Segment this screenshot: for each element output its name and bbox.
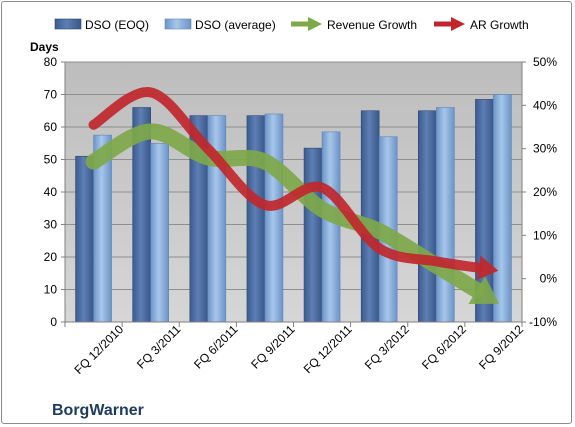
y-tick-label: 30 (44, 218, 58, 232)
bar-dso-eoq (75, 155, 94, 323)
legend-swatch-dso-average (164, 18, 192, 30)
company-label: BorgWarner (52, 402, 144, 419)
arrowhead-ar-growth (476, 255, 499, 281)
x-tick-label: FQ 12/2011 (301, 322, 355, 376)
legend-swatch-dso-eoq (54, 18, 82, 30)
y-tick-label: 80 (44, 55, 58, 69)
legend-label-dso-eoq: DSO (EOQ) (85, 18, 149, 32)
arrowhead-revenue-growth (468, 276, 499, 304)
y2-tick-label: 40% (533, 98, 557, 112)
y-axis-title: Days (30, 40, 59, 54)
y-tick-label: 70 (44, 88, 58, 102)
x-tick-label: FQ 6/2012 (419, 322, 469, 372)
y-tick-label: 20 (44, 250, 58, 264)
y2-tick-label: 0% (540, 272, 558, 286)
line-series (85, 87, 499, 304)
y2-tick-label: 10% (533, 228, 557, 242)
bar-dso-average (493, 94, 512, 323)
bar-dso-average (264, 113, 284, 323)
bar-dso-eoq (360, 110, 380, 323)
y-tick-label: 60 (44, 120, 58, 134)
bar-dso-average (150, 142, 169, 323)
y-tick-label: 50 (44, 153, 58, 167)
y2-tick-label: 50% (533, 55, 557, 69)
bar-dso-eoq (246, 115, 266, 323)
bar-dso-average (436, 107, 455, 323)
y-tick-label: 0 (50, 315, 57, 329)
x-tick-label: FQ 9/2012 (476, 322, 526, 372)
x-tick-label: FQ 9/2011 (248, 322, 298, 372)
y-axis-ticks: 0 10 20 30 40 50 60 70 80 (44, 55, 65, 329)
x-axis-ticks: FQ 12/2010 FQ 3/2011 FQ 6/2011 FQ 9/2011 FQ … (64, 322, 526, 377)
y-tick-label: 40 (44, 185, 58, 199)
legend-label-dso-average: DSO (average) (195, 18, 276, 32)
y2-tick-label: 30% (533, 142, 557, 156)
y2-axis-ticks: -10% 0% 10% 20% 30% 40% 50% (522, 55, 557, 329)
legend-label-revenue-growth: Revenue Growth (327, 18, 417, 32)
legend-swatch-ar-growth (434, 17, 465, 31)
chart-legend: DSO (EOQ) DSO (average) Revenue Growth A… (54, 17, 529, 32)
x-tick-label: FQ 12/2010 (72, 322, 127, 377)
legend-label-ar-growth: AR Growth (470, 18, 529, 32)
bar-dso-eoq (303, 147, 323, 323)
y2-tick-label: -10% (529, 315, 557, 329)
y-tick-label: 10 (44, 283, 58, 297)
x-tick-label: FQ 3/2011 (134, 322, 184, 372)
legend-swatch-revenue-growth (291, 17, 322, 31)
y2-tick-label: 20% (533, 185, 557, 199)
x-tick-label: FQ 3/2012 (362, 322, 412, 372)
x-tick-label: FQ 6/2011 (191, 322, 241, 372)
bar-dso-eoq (418, 110, 437, 323)
line-ar-growth (88, 87, 484, 273)
bar-dso-average (321, 131, 341, 323)
